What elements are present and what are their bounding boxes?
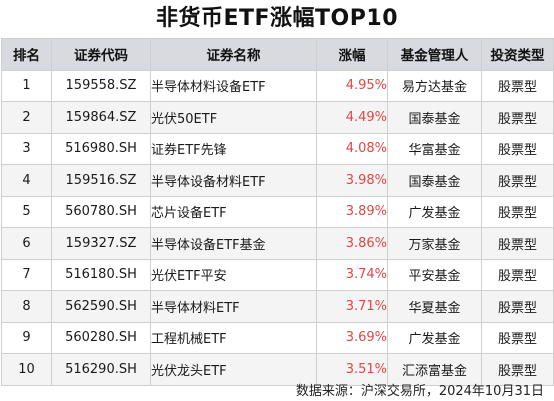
rank-cell: 9 — [1, 321, 52, 354]
code-cell: 159864.SZ — [51, 101, 151, 134]
rank-cell: 3 — [1, 132, 52, 165]
manager-cell: 华富基金 — [387, 132, 482, 165]
table-row: 9 560280.SH 工程机械ETF 3.69% 广发基金 股票型 — [1, 321, 554, 354]
header-type: 投资类型 — [481, 38, 554, 71]
code-cell: 560780.SH — [51, 195, 151, 228]
rank-cell: 10 — [1, 353, 52, 386]
table-row: 5 560780.SH 芯片设备ETF 3.89% 广发基金 股票型 — [1, 195, 554, 228]
change-cell: 3.86% — [316, 227, 388, 260]
code-cell: 516290.SH — [51, 353, 151, 386]
change-cell: 3.98% — [316, 164, 388, 197]
manager-cell: 汇添富基金 — [387, 353, 482, 386]
table-row: 8 562590.SH 半导体材料ETF 3.71% 华夏基金 股票型 — [1, 290, 554, 323]
table-row: 6 159327.SZ 半导体设备ETF基金 3.86% 万家基金 股票型 — [1, 227, 554, 260]
code-cell: 560280.SH — [51, 321, 151, 354]
code-cell: 159516.SZ — [51, 164, 151, 197]
type-cell: 股票型 — [481, 132, 554, 165]
table-row: 10 516290.SH 光伏龙头ETF 3.51% 汇添富基金 股票型 — [1, 353, 554, 386]
header-name: 证券名称 — [150, 38, 317, 71]
type-cell: 股票型 — [481, 321, 554, 354]
name-cell: 半导体材料ETF — [150, 290, 317, 323]
code-cell: 159558.SZ — [51, 69, 151, 102]
name-cell: 半导体设备材料ETF — [150, 164, 317, 197]
rank-cell: 2 — [1, 101, 52, 134]
rank-cell: 6 — [1, 227, 52, 260]
manager-cell: 平安基金 — [387, 258, 482, 291]
change-cell: 4.49% — [316, 101, 388, 134]
name-cell: 光伏龙头ETF — [150, 353, 317, 386]
table-body: 1 159558.SZ 半导体材料设备ETF 4.95% 易方达基金 股票型 2 159864… — [1, 69, 554, 386]
type-cell: 股票型 — [481, 227, 554, 260]
name-cell: 工程机械ETF — [150, 321, 317, 354]
name-cell: 半导体设备ETF基金 — [150, 227, 317, 260]
change-cell: 4.08% — [316, 132, 388, 165]
name-cell: 半导体材料设备ETF — [150, 69, 317, 102]
header-code: 证券代码 — [51, 38, 151, 71]
rank-cell: 8 — [1, 290, 52, 323]
type-cell: 股票型 — [481, 258, 554, 291]
change-cell: 3.89% — [316, 195, 388, 228]
change-cell: 3.74% — [316, 258, 388, 291]
type-cell: 股票型 — [481, 353, 554, 386]
manager-cell: 国泰基金 — [387, 101, 482, 134]
table-row: 1 159558.SZ 半导体材料设备ETF 4.95% 易方达基金 股票型 — [1, 69, 554, 102]
table-row: 4 159516.SZ 半导体设备材料ETF 3.98% 国泰基金 股票型 — [1, 164, 554, 197]
rank-cell: 4 — [1, 164, 52, 197]
rank-cell: 5 — [1, 195, 52, 228]
header-manager: 基金管理人 — [387, 38, 482, 71]
name-cell: 光伏50ETF — [150, 101, 317, 134]
manager-cell: 易方达基金 — [387, 69, 482, 102]
table-row: 2 159864.SZ 光伏50ETF 4.49% 国泰基金 股票型 — [1, 101, 554, 134]
manager-cell: 万家基金 — [387, 227, 482, 260]
header-rank: 排名 — [1, 38, 52, 71]
type-cell: 股票型 — [481, 195, 554, 228]
rank-cell: 1 — [1, 69, 52, 102]
code-cell: 516980.SH — [51, 132, 151, 165]
manager-cell: 华夏基金 — [387, 290, 482, 323]
data-source-note: 数据来源：沪深交易所，2024年10月31日 — [295, 384, 544, 399]
table-row: 7 516180.SH 光伏ETF平安 3.74% 平安基金 股票型 — [1, 258, 554, 291]
type-cell: 股票型 — [481, 69, 554, 102]
type-cell: 股票型 — [481, 290, 554, 323]
type-cell: 股票型 — [481, 101, 554, 134]
etf-ranking-table: 排名 证券代码 证券名称 涨幅 基金管理人 投资类型 1 159558.SZ 半导体… — [1, 38, 554, 386]
table-row: 3 516980.SH 证券ETF先锋 4.08% 华富基金 股票型 — [1, 132, 554, 165]
change-cell: 4.95% — [316, 69, 388, 102]
code-cell: 159327.SZ — [51, 227, 151, 260]
code-cell: 562590.SH — [51, 290, 151, 323]
manager-cell: 国泰基金 — [387, 164, 482, 197]
name-cell: 光伏ETF平安 — [150, 258, 317, 291]
table-header-row: 排名 证券代码 证券名称 涨幅 基金管理人 投资类型 — [1, 38, 554, 71]
page-title: 非货币ETF涨幅TOP10 — [155, 6, 398, 31]
change-cell: 3.69% — [316, 321, 388, 354]
name-cell: 芯片设备ETF — [150, 195, 317, 228]
code-cell: 516180.SH — [51, 258, 151, 291]
type-cell: 股票型 — [481, 164, 554, 197]
manager-cell: 广发基金 — [387, 321, 482, 354]
name-cell: 证券ETF先锋 — [150, 132, 317, 165]
rank-cell: 7 — [1, 258, 52, 291]
change-cell: 3.71% — [316, 290, 388, 323]
manager-cell: 广发基金 — [387, 195, 482, 228]
header-change: 涨幅 — [316, 38, 388, 71]
